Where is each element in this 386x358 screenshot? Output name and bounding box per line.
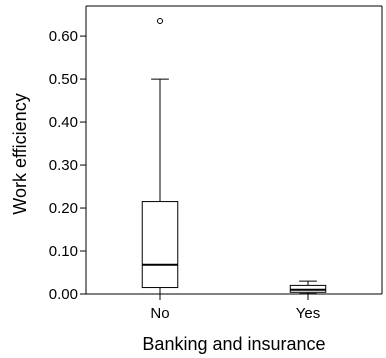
x-axis: No Yes [150,294,320,322]
box-group-no [141,18,179,295]
outlier-point [157,18,163,25]
y-axis: 0.00 0.10 0.20 0.30 0.40 0.50 0.60 [49,28,86,303]
y-axis-title: Work efficiency [10,93,30,214]
x-tick-label: No [150,305,169,322]
y-tick-label: 0.60 [49,28,78,45]
x-tick-label: Yes [296,305,320,322]
y-tick-label: 0.10 [49,243,78,260]
plot-frame [85,5,383,295]
boxes [141,18,327,295]
y-tick-label: 0.00 [49,286,78,303]
y-tick-label: 0.40 [49,114,78,131]
y-tick-label: 0.20 [49,200,78,217]
x-axis-title: Banking and insurance [142,334,325,354]
y-tick-label: 0.50 [49,71,78,88]
box-group-yes [289,280,327,295]
iqr-box [141,201,179,289]
y-tick-label: 0.30 [49,157,78,174]
